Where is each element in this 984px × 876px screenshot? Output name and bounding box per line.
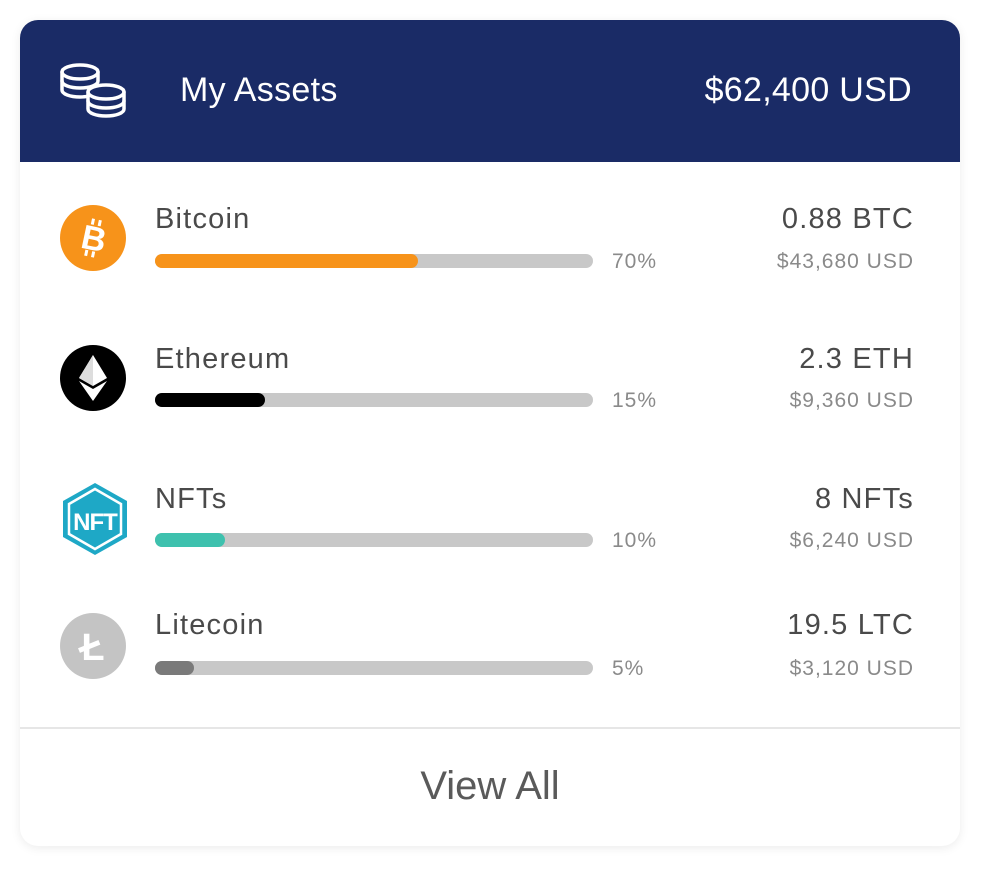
svg-text:NFT: NFT	[73, 509, 118, 536]
bitcoin-icon: B	[60, 205, 126, 271]
allocation-percent: 10%	[612, 529, 658, 552]
svg-text:L: L	[81, 627, 104, 669]
page-title: My Assets	[180, 71, 338, 109]
allocation-bar	[155, 533, 593, 547]
asset-usd-value: $9,360 USD	[789, 389, 914, 412]
allocation-percent: 70%	[612, 250, 658, 273]
asset-amount: 19.5 LTC	[787, 609, 914, 641]
asset-row-ethereum[interactable]: Ethereum 15% 2.3 ETH $9,360 USD	[20, 325, 960, 435]
total-balance: $62,400 USD	[704, 71, 912, 109]
asset-row-bitcoin[interactable]: B Bitcoin 70% 0.88 BTC $43,680 USD	[20, 185, 960, 295]
asset-row-litecoin[interactable]: L Litecoin 5% 19.5 LTC $3,120 USD	[20, 593, 960, 703]
allocation-bar	[155, 661, 593, 675]
allocation-bar	[155, 393, 593, 407]
asset-name: Litecoin	[155, 609, 265, 641]
asset-amount: 2.3 ETH	[799, 343, 914, 375]
allocation-percent: 15%	[612, 389, 658, 412]
asset-amount: 0.88 BTC	[781, 203, 914, 235]
allocation-percent: 5%	[612, 657, 645, 680]
asset-name: Bitcoin	[155, 203, 251, 235]
asset-usd-value: $6,240 USD	[789, 529, 914, 552]
asset-name: NFTs	[155, 483, 228, 515]
asset-name: Ethereum	[155, 343, 291, 375]
allocation-bar-fill	[155, 254, 418, 268]
ethereum-icon	[60, 345, 126, 411]
assets-header: My Assets $62,400 USD	[20, 20, 960, 162]
asset-usd-value: $3,120 USD	[789, 657, 914, 680]
allocation-bar-fill	[155, 533, 225, 547]
asset-amount: 8 NFTs	[814, 483, 914, 515]
view-all-button[interactable]: View All	[420, 764, 560, 808]
allocation-bar-fill	[155, 393, 265, 407]
asset-row-nfts[interactable]: NFT NFTs 10% 8 NFTs $6,240 USD	[20, 465, 960, 575]
coins-stack-icon	[60, 63, 126, 118]
asset-usd-value: $43,680 USD	[776, 250, 914, 273]
litecoin-icon: L	[60, 613, 126, 679]
allocation-bar-fill	[155, 661, 194, 675]
divider	[20, 727, 960, 729]
assets-card: My Assets $62,400 USD B Bitcoin 70% 0.88…	[20, 20, 960, 846]
nft-icon: NFT	[63, 483, 127, 555]
allocation-bar	[155, 254, 593, 268]
